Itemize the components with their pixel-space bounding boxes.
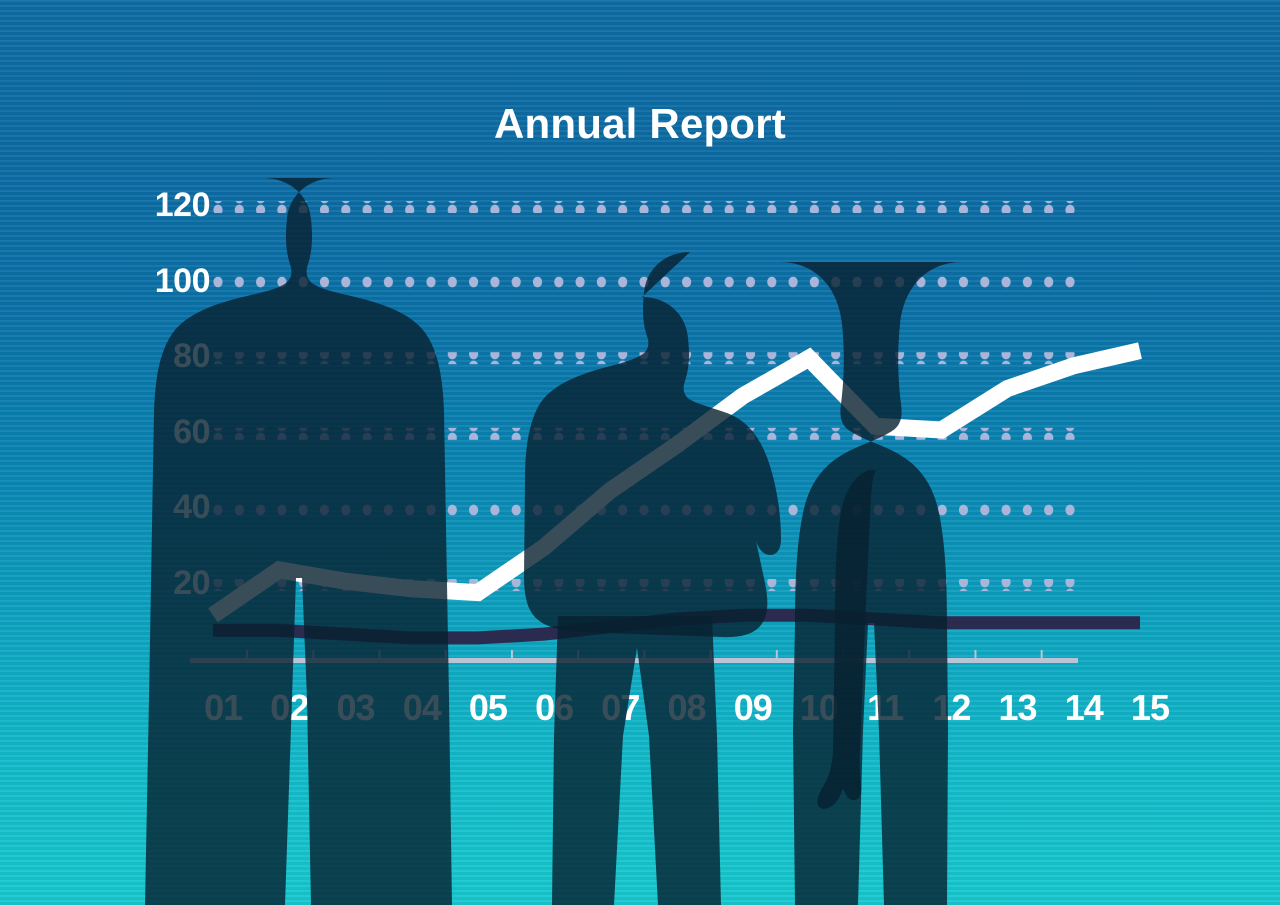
silhouette-businessman-lower-body bbox=[552, 616, 721, 905]
silhouette-businesswoman-long-hair bbox=[780, 262, 962, 905]
silhouette-businessman-back-view bbox=[145, 178, 452, 905]
annual-report-chart-image: 12010080604020 0102030405060708091011121… bbox=[0, 0, 1280, 905]
silhouette-businessman-arms-crossed bbox=[524, 252, 781, 637]
chart-title: Annual Report bbox=[0, 100, 1280, 148]
